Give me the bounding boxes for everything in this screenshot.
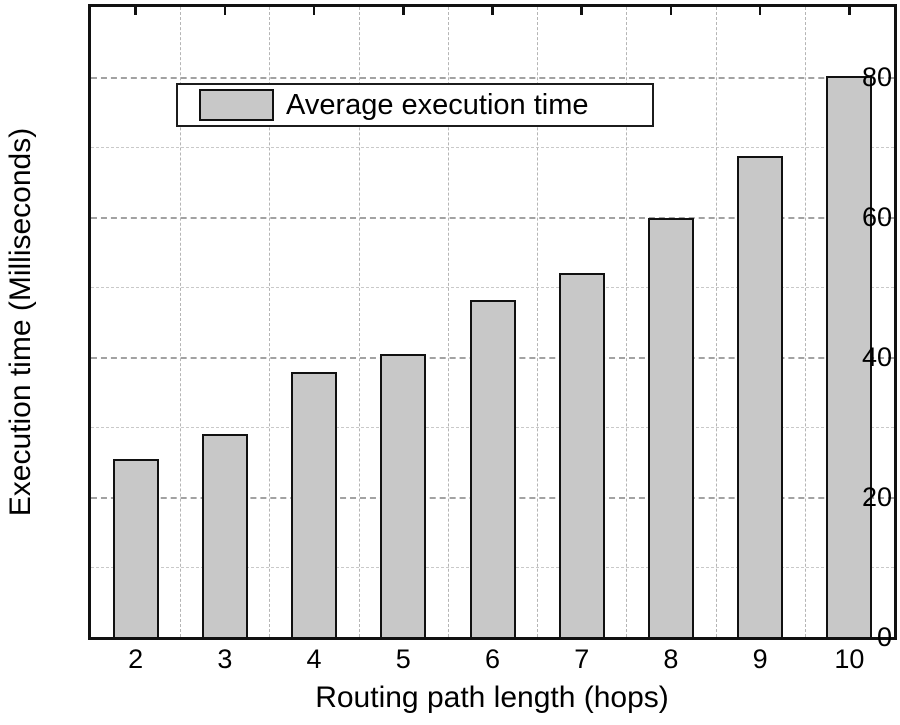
x-tick-label-8: 8 — [663, 644, 679, 674]
gridline-major-60 — [91, 217, 894, 219]
legend-label: Average execution time — [286, 89, 589, 121]
bar-hops-4 — [291, 372, 338, 637]
plot-area: Average execution time — [88, 4, 897, 640]
gridline-vertical-1 — [269, 7, 271, 637]
top-tick-2 — [134, 7, 137, 15]
gridline-vertical-2 — [358, 7, 360, 637]
bar-hops-3 — [201, 434, 248, 637]
top-tick-7 — [580, 7, 583, 15]
x-tick-label-2: 2 — [128, 644, 144, 674]
x-tick-label-5: 5 — [395, 644, 411, 674]
top-tick-3 — [223, 7, 227, 15]
x-axis-title: Routing path length (hops) — [315, 681, 669, 714]
legend-swatch — [199, 89, 274, 121]
gridline-vertical-5 — [626, 7, 628, 637]
gridline-vertical-7 — [804, 7, 806, 637]
x-tick-label-6: 6 — [484, 644, 501, 674]
x-tick-label-9: 9 — [752, 644, 768, 674]
gridline-vertical-3 — [447, 7, 449, 637]
top-tick-5 — [402, 7, 405, 15]
y-axis-title: Execution time (Milliseconds) — [4, 127, 37, 517]
x-tick-label-7: 7 — [574, 644, 590, 674]
gridline-minor-70 — [91, 147, 894, 148]
bar-hops-7 — [558, 273, 605, 637]
bar-hops-6 — [469, 299, 516, 637]
gridline-vertical-4 — [537, 7, 539, 637]
gridline-vertical-0 — [180, 7, 182, 637]
top-tick-4 — [312, 7, 316, 15]
bar-hops-10 — [826, 75, 873, 637]
bar-hops-2 — [112, 458, 159, 637]
x-tick-label-4: 4 — [306, 644, 322, 674]
bar-hops-8 — [647, 218, 694, 637]
x-tick-label-10: 10 — [834, 644, 865, 674]
bar-hops-5 — [380, 353, 427, 637]
top-tick-9 — [758, 7, 762, 15]
x-tick-label-3: 3 — [217, 644, 233, 674]
legend-box: Average execution time — [176, 83, 654, 127]
top-tick-8 — [669, 7, 673, 15]
gridline-minor-50 — [91, 287, 894, 288]
top-tick-6 — [491, 7, 494, 15]
top-tick-10 — [848, 7, 851, 15]
bar-hops-9 — [737, 156, 784, 637]
gridline-major-80 — [91, 77, 894, 79]
gridline-vertical-6 — [715, 7, 717, 637]
